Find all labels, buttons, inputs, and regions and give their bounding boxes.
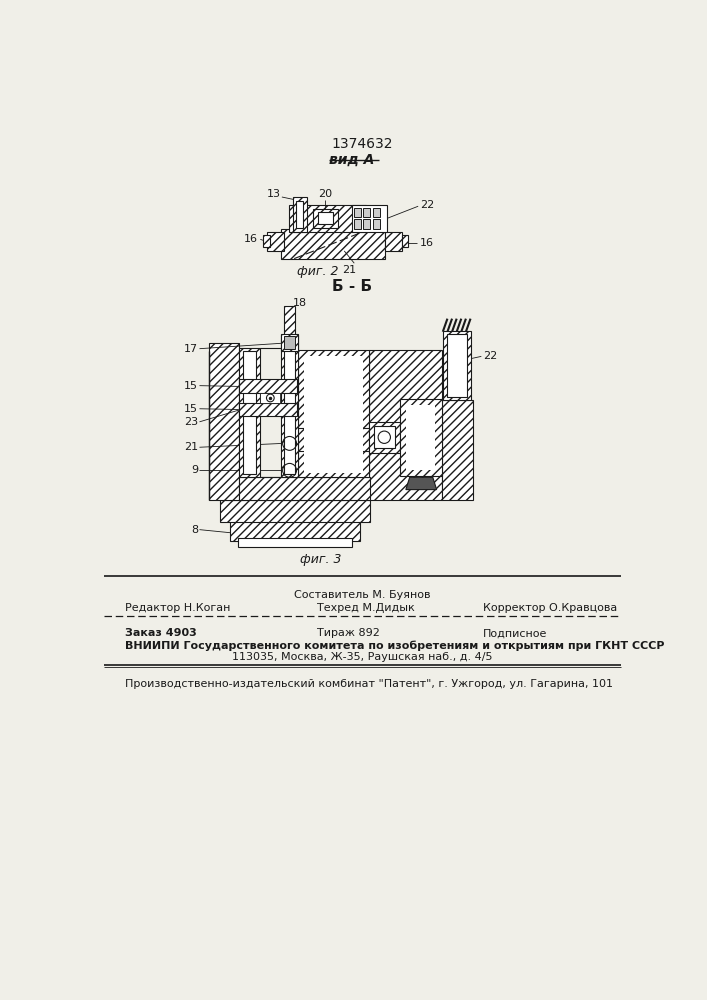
Text: вид А: вид А <box>329 152 375 166</box>
Bar <box>385 232 402 251</box>
Text: 113035, Москва, Ж-35, Раушская наб., д. 4/5: 113035, Москва, Ж-35, Раушская наб., д. … <box>232 652 492 662</box>
Text: 21: 21 <box>184 442 198 452</box>
Bar <box>442 400 473 500</box>
Bar <box>304 356 363 473</box>
Bar <box>313 209 338 228</box>
Text: 23: 23 <box>184 417 198 427</box>
Text: Составитель М. Буянов: Составитель М. Буянов <box>293 590 430 600</box>
Bar <box>281 334 298 351</box>
Text: ВНИИПИ Государственного комитета по изобретениям и открытиям при ГКНТ СССР: ВНИИПИ Государственного комитета по изоб… <box>125 641 665 651</box>
Bar <box>281 335 298 477</box>
Bar <box>284 337 295 474</box>
Bar <box>238 538 352 547</box>
Bar <box>363 219 370 229</box>
Bar <box>264 235 269 247</box>
Text: фиг. 2: фиг. 2 <box>296 265 338 278</box>
Bar <box>296 201 303 228</box>
Bar <box>318 212 334 224</box>
Text: 22: 22 <box>420 200 434 210</box>
Bar <box>373 208 380 217</box>
Text: 19: 19 <box>406 410 420 420</box>
Text: Б - Б: Б - Б <box>332 279 372 294</box>
Text: 22: 22 <box>483 351 497 361</box>
Text: 13: 13 <box>267 189 281 199</box>
Text: 17: 17 <box>184 344 198 354</box>
Bar <box>243 351 256 474</box>
Text: Техред М.Дидык: Техред М.Дидык <box>317 603 415 613</box>
Bar <box>352 205 387 232</box>
Text: 16: 16 <box>420 238 433 248</box>
Bar <box>239 403 296 416</box>
Bar <box>354 219 361 229</box>
Bar <box>281 229 385 259</box>
Bar <box>267 232 284 251</box>
Bar <box>373 219 380 229</box>
Text: Производственно-издательский комбинат "Патент", г. Ужгород, ул. Гагарина, 101: Производственно-издательский комбинат "П… <box>125 679 613 689</box>
Text: 15: 15 <box>184 381 198 391</box>
Bar <box>443 331 471 400</box>
Text: фиг. 3: фиг. 3 <box>300 553 342 566</box>
Bar <box>230 520 360 541</box>
Text: Подписное: Подписное <box>483 628 547 638</box>
Text: Корректор О.Кравцова: Корректор О.Кравцова <box>483 603 617 613</box>
Bar <box>447 334 467 397</box>
Bar <box>399 399 442 476</box>
Bar <box>284 306 295 336</box>
Text: Тираж 892: Тираж 892 <box>317 628 380 638</box>
Bar <box>239 348 260 477</box>
Text: 20: 20 <box>318 189 332 199</box>
Text: 15: 15 <box>184 404 198 414</box>
Bar <box>219 500 370 522</box>
Text: 16: 16 <box>244 234 258 244</box>
Bar <box>363 208 370 217</box>
Text: 18: 18 <box>293 298 307 308</box>
Text: 9: 9 <box>191 465 198 475</box>
Bar <box>239 379 296 393</box>
Bar <box>402 235 408 247</box>
Bar <box>354 208 361 217</box>
Text: 1374632: 1374632 <box>331 137 392 151</box>
Polygon shape <box>406 477 437 490</box>
Bar <box>260 393 281 403</box>
Bar <box>239 477 370 500</box>
Text: 8: 8 <box>191 525 198 535</box>
Bar <box>298 350 369 477</box>
Bar <box>288 205 366 232</box>
Bar <box>406 405 435 470</box>
Bar <box>293 197 307 232</box>
Bar <box>209 343 239 500</box>
Text: 21: 21 <box>341 265 356 275</box>
Bar <box>369 422 399 453</box>
Text: Редактор Н.Коган: Редактор Н.Коган <box>125 603 230 613</box>
Bar <box>284 336 295 349</box>
Bar <box>369 350 442 500</box>
Text: Заказ 4903: Заказ 4903 <box>125 628 197 638</box>
Bar <box>373 426 395 448</box>
